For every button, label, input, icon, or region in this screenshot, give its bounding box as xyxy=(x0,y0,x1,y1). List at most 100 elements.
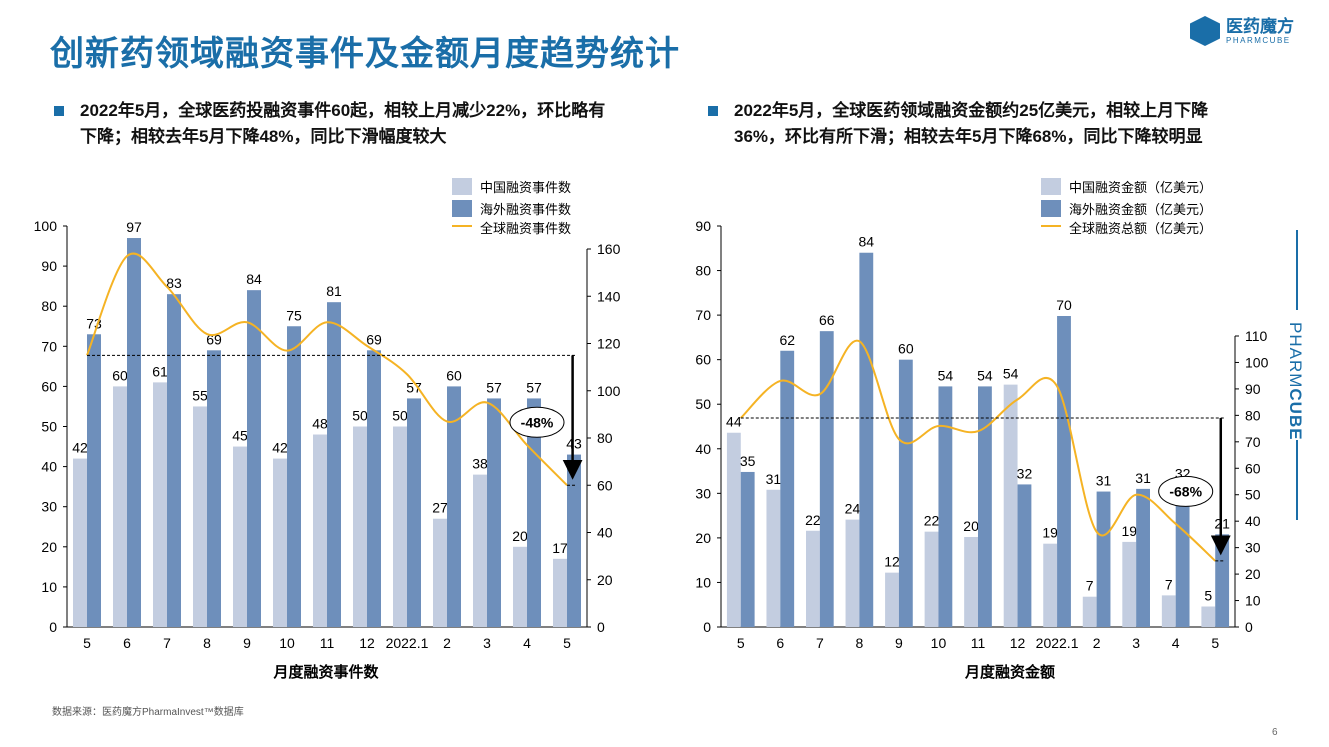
y-right-tick-label: 50 xyxy=(1245,487,1261,503)
bullet-left: 2022年5月，全球医药投融资事件60起，相较上月减少22%，环比略有下降；相较… xyxy=(54,98,620,150)
bullet-text: 2022年5月，全球医药投融资事件60起，相较上月减少22%，环比略有下降；相较… xyxy=(80,101,606,146)
line-global xyxy=(740,339,1216,562)
y-left-tick-label: 80 xyxy=(695,263,711,279)
y-right-tick-label: 0 xyxy=(597,619,605,635)
bar-china xyxy=(1003,384,1018,627)
bar-overseas xyxy=(780,350,795,627)
y-left-tick-label: 70 xyxy=(695,307,711,323)
data-label: 20 xyxy=(512,528,528,544)
bar-china xyxy=(726,432,741,627)
bullet-square-icon xyxy=(54,106,64,116)
x-axis-title: 月度融资金额 xyxy=(964,663,1055,681)
data-label: 84 xyxy=(859,234,875,250)
y-left-tick-label: 80 xyxy=(41,298,57,314)
x-tick-label: 6 xyxy=(776,635,784,651)
x-tick-label: 12 xyxy=(359,635,375,651)
x-axis-title: 月度融资事件数 xyxy=(272,663,379,681)
pharmcube-logo: 医药魔方 PHARMCUBE xyxy=(1190,16,1294,46)
bar-overseas xyxy=(1057,316,1071,627)
data-label: 42 xyxy=(72,440,88,456)
y-right-tick-label: 110 xyxy=(1245,328,1268,344)
bar-overseas xyxy=(859,252,874,627)
data-label: 24 xyxy=(845,501,861,517)
y-left-tick-label: 40 xyxy=(41,459,57,475)
bar-china xyxy=(433,518,447,627)
x-tick-label: 10 xyxy=(279,635,295,651)
y-left-tick-label: 10 xyxy=(695,574,711,590)
y-right-tick-label: 40 xyxy=(1245,513,1261,529)
x-tick-label: 5 xyxy=(83,635,91,651)
y-right-tick-label: 90 xyxy=(1245,381,1261,397)
data-label: 70 xyxy=(1056,297,1072,313)
data-label: 55 xyxy=(192,387,208,403)
y-left-tick-label: 50 xyxy=(695,396,711,412)
bar-china xyxy=(73,458,87,627)
data-label: 19 xyxy=(1121,523,1137,539)
y-left-tick-label: 20 xyxy=(695,530,711,546)
bar-china xyxy=(1122,541,1137,627)
data-label: 48 xyxy=(312,416,328,432)
x-tick-label: 4 xyxy=(523,635,531,651)
data-label: 7 xyxy=(1086,578,1094,594)
x-tick-label: 2022.1 xyxy=(1036,635,1079,651)
bar-china xyxy=(1043,543,1058,627)
bar-overseas xyxy=(207,350,221,627)
bar-china xyxy=(353,426,367,627)
bar-china xyxy=(153,382,167,627)
x-tick-label: 9 xyxy=(895,635,903,651)
data-label: 60 xyxy=(446,367,462,383)
data-label: 66 xyxy=(819,312,835,328)
bar-china xyxy=(1082,596,1097,627)
y-right-tick-label: 60 xyxy=(597,477,613,493)
y-right-tick-label: 10 xyxy=(1245,593,1261,609)
data-label: 19 xyxy=(1042,525,1058,541)
x-tick-label: 10 xyxy=(931,635,947,651)
bar-china xyxy=(113,386,127,627)
bullet-text: 2022年5月，全球医药领域融资金额约25亿美元，相较上月下降36%，环比有所下… xyxy=(734,101,1209,146)
y-right-tick-label: 60 xyxy=(1245,460,1261,476)
data-label: 5 xyxy=(1204,588,1212,604)
side-brand-text: PHARMCUBE xyxy=(1286,322,1305,441)
annotation-ellipse xyxy=(509,406,565,438)
bar-overseas xyxy=(1136,488,1150,627)
data-label: 44 xyxy=(726,414,742,430)
y-right-tick-label: 160 xyxy=(597,241,621,257)
data-label: 7 xyxy=(1165,576,1173,592)
x-tick-label: 3 xyxy=(1132,635,1140,651)
y-right-tick-label: 0 xyxy=(1245,619,1253,635)
y-right-tick-label: 80 xyxy=(1245,407,1261,423)
bar-china xyxy=(885,572,899,627)
data-label: 22 xyxy=(805,512,821,528)
data-label: 54 xyxy=(938,367,954,383)
y-left-tick-label: 100 xyxy=(34,218,58,234)
x-tick-label: 7 xyxy=(816,635,824,651)
x-tick-label: 5 xyxy=(563,635,571,651)
data-label: 32 xyxy=(1017,465,1033,481)
annotation-label: -48% xyxy=(521,414,554,430)
y-right-tick-label: 80 xyxy=(597,430,613,446)
y-left-tick-label: 70 xyxy=(41,338,57,354)
bar-china xyxy=(473,474,487,627)
x-tick-label: 9 xyxy=(243,635,251,651)
x-tick-label: 11 xyxy=(320,635,335,651)
data-label: 57 xyxy=(406,379,422,395)
data-label: 54 xyxy=(977,367,993,383)
page-title: 创新药领域融资事件及金额月度趋势统计 xyxy=(50,35,680,73)
legend-label: 全球融资事件数 xyxy=(480,221,571,236)
logo-cn: 医药魔方 xyxy=(1226,16,1294,36)
data-label: 22 xyxy=(924,513,940,529)
bar-overseas xyxy=(740,471,755,627)
data-label: 17 xyxy=(552,540,568,556)
y-right-tick-label: 20 xyxy=(1245,566,1261,582)
y-left-tick-label: 50 xyxy=(41,419,57,435)
bar-china xyxy=(553,558,567,627)
legend-label: 海外融资金额（亿美元） xyxy=(1069,202,1212,217)
data-label: 12 xyxy=(884,554,900,570)
bar-china xyxy=(233,446,247,627)
x-tick-label: 8 xyxy=(203,635,211,651)
bar-overseas xyxy=(978,386,992,627)
x-tick-label: 8 xyxy=(855,635,863,651)
bar-overseas xyxy=(819,331,834,627)
bullet-right: 2022年5月，全球医药领域融资金额约25亿美元，相较上月下降36%，环比有所下… xyxy=(708,98,1254,150)
bar-overseas xyxy=(247,290,261,627)
